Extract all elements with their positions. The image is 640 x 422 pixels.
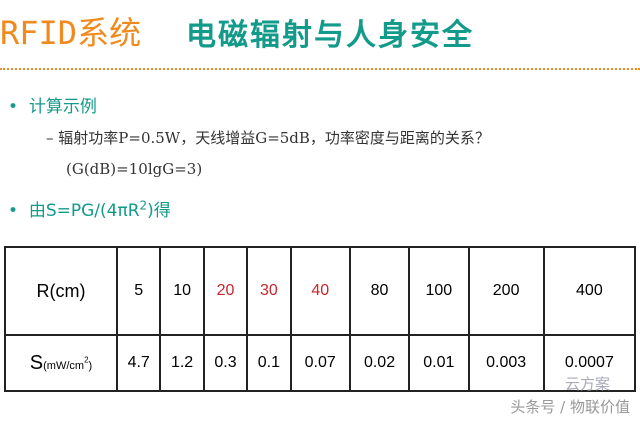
table-cell: 400: [542, 246, 637, 336]
table-cell: 200: [467, 246, 545, 336]
data-table: R(cm) 5 10 20 30 40 80 100 200 400 S(mW/cm2) 4.7…: [4, 246, 637, 392]
symbol: S: [29, 351, 44, 374]
table-cell: 0.3: [202, 334, 249, 392]
table-cell: 0.0007: [542, 334, 637, 392]
table-cell: 30: [246, 246, 292, 336]
table-cell: 0.01: [408, 334, 470, 392]
unit: ): [88, 359, 93, 372]
row-header: S(mW/cm2): [4, 334, 118, 392]
formula: 由S=PG/(4πR: [28, 201, 140, 221]
unit-sup: 2: [84, 355, 89, 365]
table-cell: 0.003: [467, 334, 545, 392]
table-cell: 20: [202, 246, 249, 336]
bullet: • 计算示例: [8, 97, 97, 117]
watermark-logo: 云方案: [564, 375, 610, 393]
table-cell: 10: [159, 246, 205, 336]
unit: (mW/cm: [43, 359, 85, 372]
table-cell: 0.02: [348, 334, 411, 392]
bullet: • 由S=PG/(4πR2)得: [8, 198, 171, 221]
table-row: S(mW/cm2) 4.7 1.2 0.3 0.1 0.07 0.02 0.01 0.003 0…: [4, 334, 637, 392]
sub-text: (G(dB)=10lgG=3): [66, 160, 203, 178]
row-header: R(cm): [4, 246, 118, 336]
table-cell: 0.1: [246, 334, 292, 392]
table-cell: 40: [289, 246, 351, 336]
system-label: RFID系统: [0, 14, 142, 52]
slide-title: 电磁辐射与人身安全: [186, 18, 474, 53]
sub-bullet: – 辐射功率P=0.5W，天线增益G=5dB，功率密度与距离的关系？: [46, 129, 490, 147]
table-cell: 0.07: [289, 334, 351, 392]
bullet-text: 计算示例: [28, 97, 97, 117]
table-cell: 80: [348, 246, 411, 336]
table-cell: 5: [115, 246, 162, 336]
divider: [0, 68, 640, 70]
table-cell: 100: [408, 246, 470, 336]
sub-text: 辐射功率P=0.5W，天线增益G=5dB，功率密度与距离的关系？: [58, 129, 490, 147]
formula-sup: 2: [139, 198, 148, 213]
table-row: R(cm) 5 10 20 30 40 80 100 200 400: [4, 246, 637, 336]
formula: )得: [147, 201, 171, 221]
table-cell: 4.7: [115, 334, 162, 392]
watermark: 头条号 / 物联价值: [510, 398, 630, 416]
table-cell: 1.2: [159, 334, 205, 392]
